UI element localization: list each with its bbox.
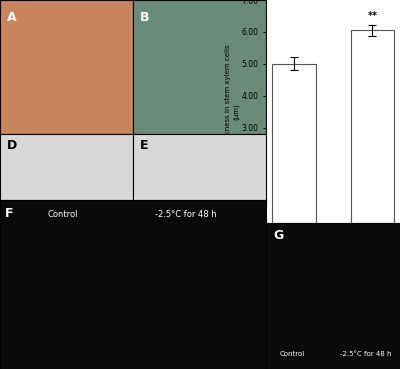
Text: F: F <box>5 207 14 220</box>
Bar <box>351 30 394 223</box>
Text: D: D <box>7 139 17 152</box>
Text: Control: Control <box>48 210 78 219</box>
Text: A: A <box>7 11 16 24</box>
Text: -2.5°C for 48 h: -2.5°C for 48 h <box>340 351 391 357</box>
Text: **: ** <box>367 11 377 21</box>
Text: B: B <box>140 11 149 24</box>
Text: Control: Control <box>280 351 305 357</box>
Text: E: E <box>140 139 148 152</box>
Y-axis label: Cell wall thickness in stem xylem cells
(μm): Cell wall thickness in stem xylem cells … <box>226 44 239 179</box>
Bar <box>272 64 316 223</box>
Text: G: G <box>273 229 283 242</box>
Text: -2.5°C for 48 h: -2.5°C for 48 h <box>154 210 216 219</box>
X-axis label: Time of -2.5°C freezing treatment: Time of -2.5°C freezing treatment <box>274 244 392 251</box>
